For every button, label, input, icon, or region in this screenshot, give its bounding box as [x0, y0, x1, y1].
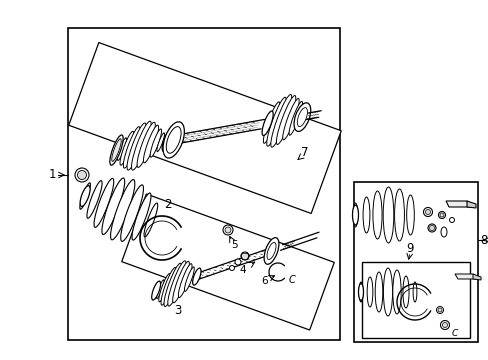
Ellipse shape — [406, 195, 413, 235]
Ellipse shape — [163, 263, 181, 306]
Text: C: C — [451, 328, 457, 338]
Bar — [361, 262, 469, 338]
Ellipse shape — [224, 227, 230, 233]
Ellipse shape — [264, 238, 278, 264]
Bar — [353, 182, 477, 342]
Ellipse shape — [266, 97, 285, 146]
Text: 2: 2 — [164, 198, 171, 211]
Ellipse shape — [77, 171, 86, 180]
Ellipse shape — [282, 98, 299, 140]
Ellipse shape — [94, 179, 114, 228]
Ellipse shape — [102, 178, 124, 234]
Ellipse shape — [127, 123, 146, 170]
Ellipse shape — [383, 187, 393, 243]
Ellipse shape — [172, 261, 189, 303]
Ellipse shape — [80, 183, 90, 209]
Ellipse shape — [151, 281, 160, 300]
Ellipse shape — [161, 267, 176, 305]
Ellipse shape — [178, 264, 192, 298]
Ellipse shape — [192, 268, 201, 285]
Text: 1: 1 — [48, 168, 56, 181]
Ellipse shape — [166, 127, 181, 153]
Ellipse shape — [428, 225, 434, 230]
Ellipse shape — [436, 306, 443, 314]
Ellipse shape — [156, 280, 164, 298]
Text: 3: 3 — [174, 303, 182, 316]
Ellipse shape — [150, 129, 161, 157]
Text: 6: 6 — [261, 276, 268, 286]
Ellipse shape — [438, 211, 445, 219]
Ellipse shape — [297, 108, 307, 127]
Ellipse shape — [75, 168, 89, 182]
Ellipse shape — [159, 274, 170, 302]
Ellipse shape — [270, 95, 291, 147]
Ellipse shape — [167, 261, 185, 306]
Polygon shape — [122, 194, 334, 330]
Ellipse shape — [374, 272, 382, 312]
Ellipse shape — [412, 282, 416, 302]
Polygon shape — [466, 201, 475, 208]
Ellipse shape — [383, 268, 392, 316]
Polygon shape — [454, 274, 475, 279]
Text: 9: 9 — [406, 242, 413, 255]
Ellipse shape — [144, 203, 158, 237]
Ellipse shape — [425, 210, 429, 215]
Ellipse shape — [394, 189, 404, 241]
Ellipse shape — [241, 252, 248, 260]
Ellipse shape — [372, 191, 381, 239]
Ellipse shape — [440, 227, 446, 237]
Ellipse shape — [439, 213, 443, 217]
Ellipse shape — [437, 308, 441, 312]
Ellipse shape — [402, 276, 408, 308]
Ellipse shape — [223, 225, 232, 235]
Ellipse shape — [229, 266, 234, 270]
Text: 7: 7 — [301, 147, 308, 159]
Ellipse shape — [262, 111, 273, 136]
Ellipse shape — [358, 282, 362, 302]
Ellipse shape — [162, 131, 172, 152]
Text: 5: 5 — [230, 240, 237, 250]
Ellipse shape — [392, 270, 400, 314]
Text: C: C — [288, 275, 295, 285]
Bar — [68, 28, 339, 340]
Ellipse shape — [366, 277, 372, 307]
Ellipse shape — [112, 139, 121, 161]
Ellipse shape — [87, 181, 102, 218]
Polygon shape — [472, 274, 480, 280]
Ellipse shape — [235, 259, 241, 265]
Ellipse shape — [120, 131, 133, 165]
Polygon shape — [445, 201, 469, 207]
Ellipse shape — [157, 133, 164, 152]
Ellipse shape — [352, 203, 357, 227]
Ellipse shape — [448, 217, 453, 222]
Ellipse shape — [358, 284, 363, 301]
Ellipse shape — [352, 205, 358, 225]
Ellipse shape — [184, 267, 194, 291]
Ellipse shape — [423, 207, 431, 216]
Ellipse shape — [110, 135, 123, 165]
Ellipse shape — [123, 127, 140, 168]
Polygon shape — [69, 42, 341, 213]
Ellipse shape — [288, 102, 302, 135]
Ellipse shape — [440, 320, 448, 329]
Ellipse shape — [131, 121, 151, 170]
Ellipse shape — [132, 193, 151, 240]
Ellipse shape — [143, 125, 158, 163]
Ellipse shape — [442, 323, 447, 328]
Ellipse shape — [362, 197, 369, 233]
Ellipse shape — [137, 122, 155, 167]
Ellipse shape — [80, 186, 90, 206]
Ellipse shape — [276, 95, 295, 144]
Ellipse shape — [117, 138, 126, 161]
Ellipse shape — [121, 185, 143, 241]
Ellipse shape — [163, 122, 184, 158]
Ellipse shape — [266, 242, 275, 260]
Ellipse shape — [293, 103, 310, 131]
Ellipse shape — [427, 224, 435, 232]
Ellipse shape — [263, 102, 279, 143]
Text: 4: 4 — [239, 265, 246, 275]
Ellipse shape — [110, 180, 135, 240]
Text: 8: 8 — [479, 234, 487, 247]
